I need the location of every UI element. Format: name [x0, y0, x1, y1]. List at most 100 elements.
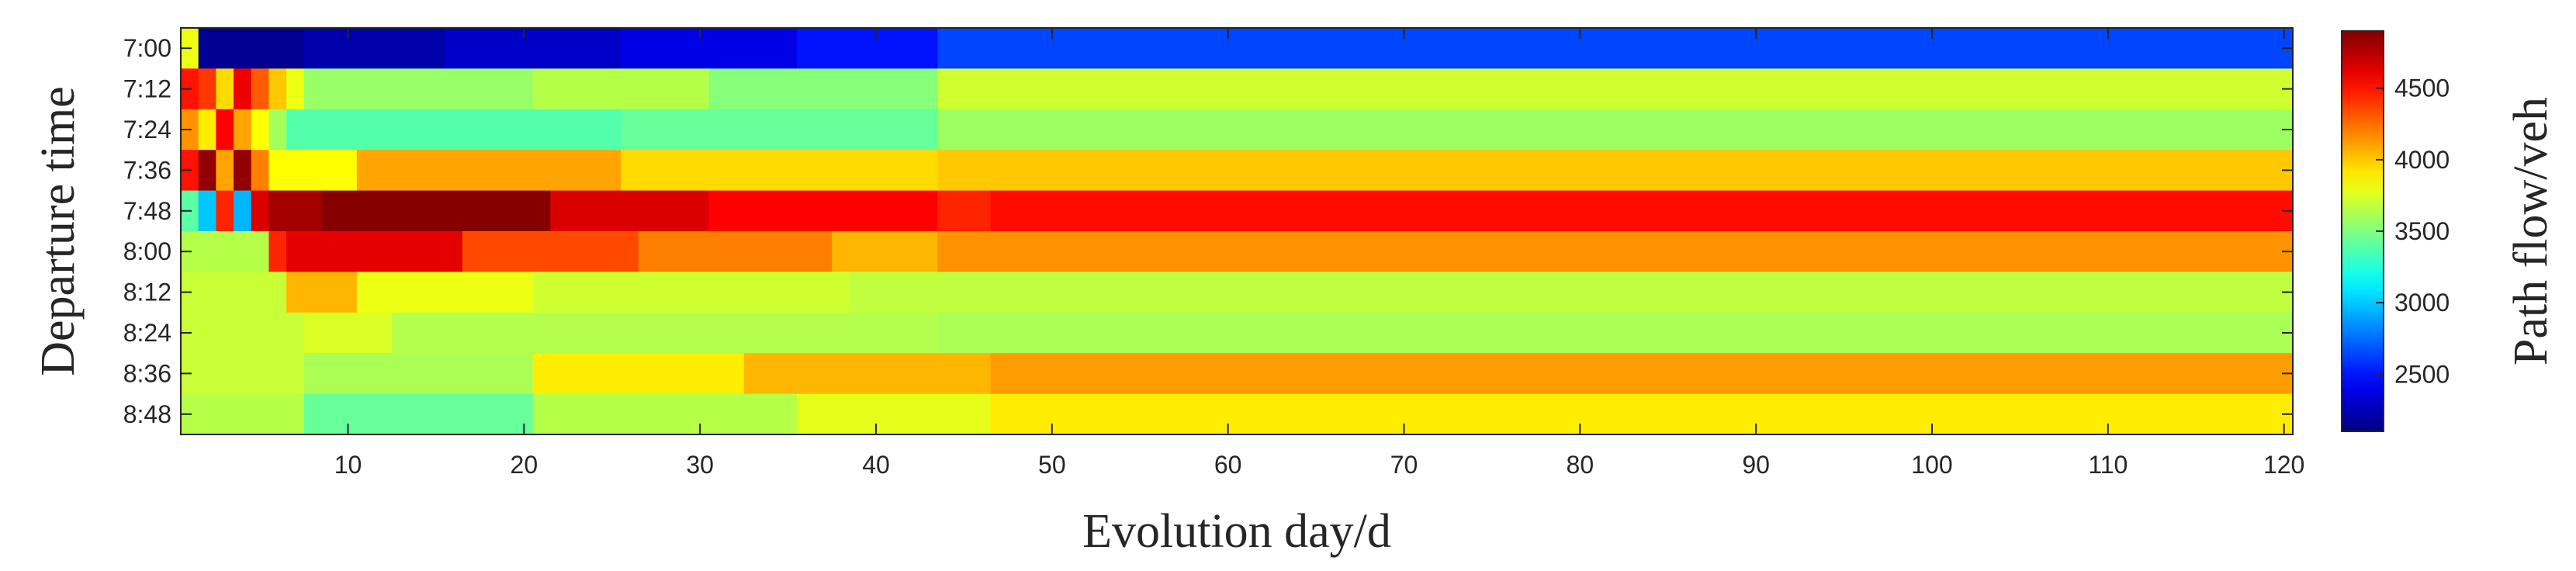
heatmap-cell: [303, 353, 534, 395]
heatmap-cell: [181, 272, 287, 313]
y-tick-label: 7:12: [123, 75, 171, 103]
heatmap-cell: [392, 312, 938, 354]
colorbar-tick-label: 2500: [2394, 360, 2450, 388]
heatmap-cell: [286, 68, 305, 110]
x-tick-label: 30: [686, 451, 714, 479]
heatmap-cell: [181, 353, 305, 395]
y-axis-label: Departure time: [32, 86, 85, 376]
heatmap-cell: [356, 272, 534, 313]
x-tick-label: 20: [511, 451, 538, 479]
heatmap-cell: [286, 109, 621, 151]
heatmap-cell: [832, 231, 938, 272]
heatmap-cell: [303, 28, 445, 69]
heatmap-cell: [181, 231, 270, 272]
y-axis-ticks: 7:00 7:12 7:24 7:36 7:48 8:00 8:12 8:24 8:36 8:48: [123, 34, 2293, 428]
heatmap-cell: [181, 312, 305, 354]
heatmap-cell: [532, 272, 850, 313]
colorbar-tick-label: 4500: [2394, 74, 2450, 102]
heatmap-cell: [198, 109, 216, 151]
x-tick-label: 10: [334, 451, 362, 479]
colorbar-tick-label: 3500: [2394, 217, 2450, 245]
y-tick-label: 8:36: [123, 359, 171, 387]
heatmap-cell: [286, 272, 358, 313]
heatmap-cell: [708, 68, 938, 110]
heatmap-cells: [181, 28, 2294, 435]
heatmap-cell: [708, 190, 938, 232]
heatmap-cell: [216, 109, 234, 151]
heatmap-cell: [621, 109, 938, 151]
heatmap-cell: [462, 231, 639, 272]
heatmap-cell: [937, 68, 2294, 110]
heatmap-cell: [251, 109, 270, 151]
heatmap-cell: [532, 393, 798, 435]
heatmap-cell: [990, 190, 2294, 232]
heatmap-cell: [251, 68, 270, 110]
heatmap-cell: [321, 190, 551, 232]
heatmap-cell: [849, 272, 2294, 313]
heatmap-cell: [445, 28, 621, 69]
heatmap-cell: [268, 231, 287, 272]
x-tick-label: 110: [2088, 451, 2128, 479]
heatmap-cell: [550, 190, 710, 232]
x-tick-label: 40: [862, 451, 890, 479]
x-tick-label: 120: [2263, 451, 2304, 479]
heatmap-cell: [286, 231, 463, 272]
x-tick-label: 80: [1567, 451, 1594, 479]
y-tick-label: 8:48: [123, 400, 171, 428]
heatmap-cell: [743, 353, 992, 395]
heatmap-cell: [234, 109, 252, 151]
heatmap-cell: [181, 393, 305, 435]
x-tick-label: 90: [1742, 451, 1770, 479]
heatmap-cell: [268, 68, 287, 110]
x-tick-label: 60: [1214, 451, 1242, 479]
y-tick-label: 7:24: [123, 116, 171, 144]
heatmap-cell: [268, 109, 287, 151]
y-tick-label: 8:12: [123, 279, 171, 306]
y-tick-label: 7:48: [123, 197, 171, 225]
heatmap-cell: [303, 312, 393, 354]
colorbar-tick-label: 3000: [2394, 289, 2450, 317]
heatmap-cell: [356, 150, 621, 192]
heatmap-cell: [303, 393, 534, 435]
heatmap-cell: [532, 353, 745, 395]
heatmap-cell: [216, 190, 234, 232]
y-tick-label: 7:36: [123, 156, 171, 184]
heatmap-cell: [937, 150, 2294, 192]
heatmap-cell: [251, 150, 270, 192]
x-tick-label: 70: [1390, 451, 1418, 479]
heatmap-cell: [198, 150, 216, 192]
colorbar-label: Path flow/veh: [2505, 97, 2557, 365]
heatmap-cell: [990, 353, 2294, 395]
heatmap-cell: [268, 190, 323, 232]
heatmap-cell: [621, 150, 938, 192]
heatmap-cell: [937, 109, 2294, 151]
y-tick-label: 8:00: [123, 237, 171, 265]
heatmap-cell: [621, 28, 798, 69]
heatmap-cell: [198, 190, 216, 232]
heatmap-cell: [990, 393, 2294, 435]
heatmap-cell: [268, 150, 358, 192]
heatmap-cell: [532, 68, 710, 110]
x-axis-ticks: 10 20 30 40 50 60 70 80 90 100 110 120: [334, 28, 2304, 479]
colorbar: 2500 3000 3500 4000 4500: [2341, 30, 2450, 432]
y-tick-label: 7:00: [123, 34, 171, 62]
plot-frame: [180, 27, 2294, 435]
colorbar-tick-label: 4000: [2394, 146, 2450, 174]
heatmap-cell: [234, 190, 252, 232]
heatmap-cell: [796, 28, 938, 69]
heatmap-cell: [937, 231, 2294, 272]
heatmap-cell: [638, 231, 833, 272]
heatmap-cell: [216, 68, 234, 110]
heatmap-cell: [251, 190, 270, 232]
y-tick-label: 8:24: [123, 319, 171, 347]
heatmap-cell: [937, 190, 992, 232]
heatmap-cell: [216, 150, 234, 192]
heatmap-cell: [234, 150, 252, 192]
x-axis-label: Evolution day/d: [1082, 505, 1391, 558]
heatmap-cell: [937, 312, 2294, 354]
x-tick-label: 50: [1038, 451, 1066, 479]
heatmap-cell: [198, 28, 305, 69]
heatmap-cell: [937, 28, 2294, 69]
heatmap-cell: [234, 68, 252, 110]
